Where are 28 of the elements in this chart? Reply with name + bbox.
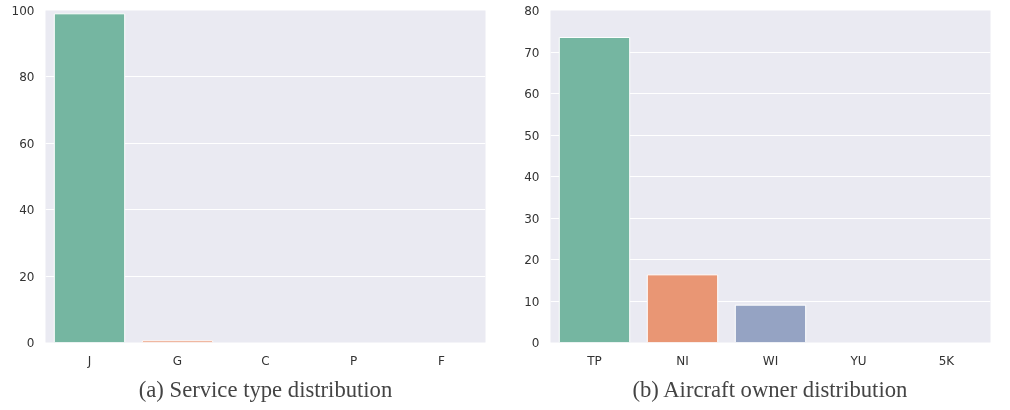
y-tick-label: 100 <box>11 4 35 18</box>
x-tick-label: WI <box>762 353 779 368</box>
text: (b) Aircraft owner distribution <box>632 376 908 402</box>
x-tick-label: F <box>438 353 446 368</box>
y-tick-label: 30 <box>524 211 540 226</box>
y-tick-label: 70 <box>524 45 540 60</box>
y-tick-label: 0 <box>531 336 540 350</box>
x-tick-label: TP <box>586 353 602 368</box>
y-tick-label: 80 <box>19 70 35 85</box>
y-tick-label: 40 <box>524 170 540 184</box>
x-tick-label: NI <box>676 353 689 368</box>
y-tick-label: 80 <box>524 4 540 18</box>
x-tick-label: G <box>172 353 183 368</box>
y-tick-label: 60 <box>19 136 35 151</box>
y-tick-label: 60 <box>524 87 540 101</box>
y-tick-label: 10 <box>524 294 540 309</box>
x-tick-label: YU <box>849 353 867 368</box>
x-tick-label: 5K <box>938 353 956 368</box>
y-tick-label: 20 <box>524 253 540 267</box>
y-tick-label: 50 <box>524 128 540 143</box>
x-tick-label: P <box>349 353 358 368</box>
bar <box>734 304 807 343</box>
text: (a) Service type distribution <box>138 376 393 402</box>
y-tick-label: 20 <box>19 269 35 284</box>
y-tick-label: 0 <box>26 336 35 350</box>
x-tick-label: C <box>261 353 270 368</box>
y-tick-label: 40 <box>19 203 35 218</box>
x-tick-label: J <box>86 353 92 368</box>
